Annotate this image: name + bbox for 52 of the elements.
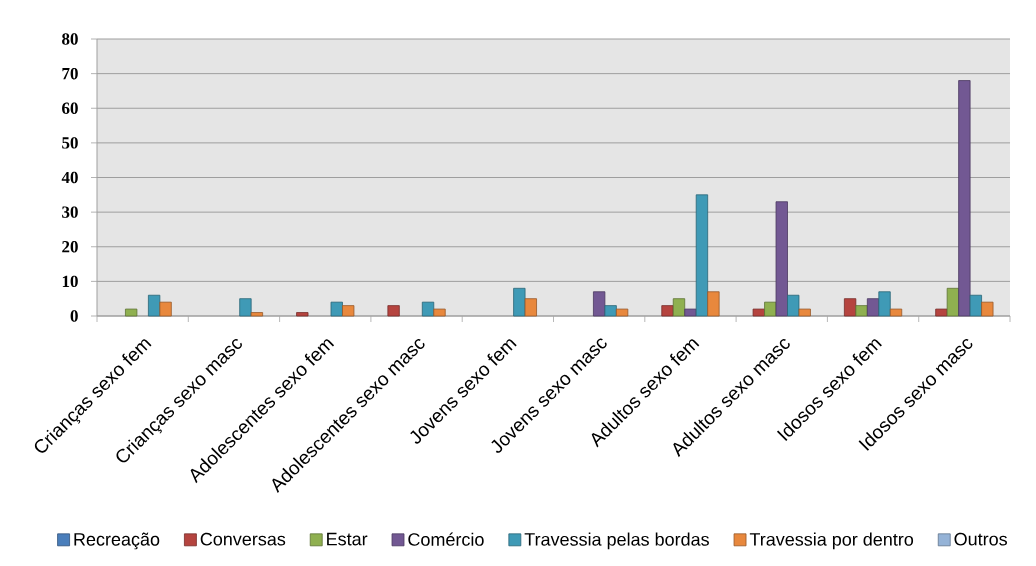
bar bbox=[866, 298, 880, 317]
bar bbox=[125, 308, 138, 317]
bar bbox=[615, 308, 629, 317]
bar bbox=[661, 305, 674, 317]
bar bbox=[935, 308, 948, 317]
legend-label: Comércio bbox=[408, 532, 484, 546]
bar bbox=[524, 298, 537, 317]
bar bbox=[878, 291, 891, 317]
bar bbox=[946, 287, 960, 317]
bar bbox=[855, 305, 868, 317]
y-tick-label: 70 bbox=[62, 67, 78, 80]
bar bbox=[147, 294, 161, 317]
y-tick-label: 50 bbox=[62, 137, 78, 149]
bar bbox=[296, 312, 309, 317]
bar bbox=[843, 298, 857, 317]
bar bbox=[330, 301, 343, 317]
y-tick-label: 30 bbox=[62, 206, 78, 218]
legend-label: Recreação bbox=[74, 532, 160, 550]
bar bbox=[787, 294, 800, 317]
legend-label: Outros bbox=[954, 532, 1007, 546]
bar bbox=[342, 305, 355, 317]
bar bbox=[672, 298, 686, 317]
bar bbox=[798, 308, 811, 317]
legend-label: Travessia por dentro bbox=[749, 532, 914, 550]
bar bbox=[707, 291, 720, 317]
bar bbox=[250, 312, 264, 317]
y-tick-label: 60 bbox=[62, 102, 78, 114]
y-tick-label: 20 bbox=[62, 241, 78, 253]
bar bbox=[695, 194, 709, 317]
bar bbox=[775, 201, 788, 317]
legend-label: Travessia pelas bordas bbox=[524, 532, 709, 550]
bar bbox=[889, 308, 903, 317]
y-tick-label: 10 bbox=[62, 275, 78, 288]
bar bbox=[958, 80, 971, 317]
bar bbox=[764, 301, 777, 317]
y-tick-label: 0 bbox=[70, 310, 78, 322]
bar bbox=[593, 291, 606, 317]
bar bbox=[159, 301, 172, 317]
bar bbox=[513, 287, 526, 317]
bar bbox=[387, 305, 400, 317]
bar bbox=[969, 294, 982, 317]
legend-label: Conversas bbox=[200, 532, 286, 546]
y-tick-label: 80 bbox=[62, 33, 78, 45]
bar bbox=[421, 301, 435, 317]
bar bbox=[239, 298, 252, 317]
bar bbox=[684, 308, 697, 317]
bar bbox=[604, 305, 617, 317]
bar bbox=[752, 308, 765, 317]
legend-label: Estar bbox=[327, 532, 368, 546]
y-tick-label: 40 bbox=[61, 171, 78, 184]
bar bbox=[433, 308, 446, 317]
bar bbox=[981, 301, 994, 317]
